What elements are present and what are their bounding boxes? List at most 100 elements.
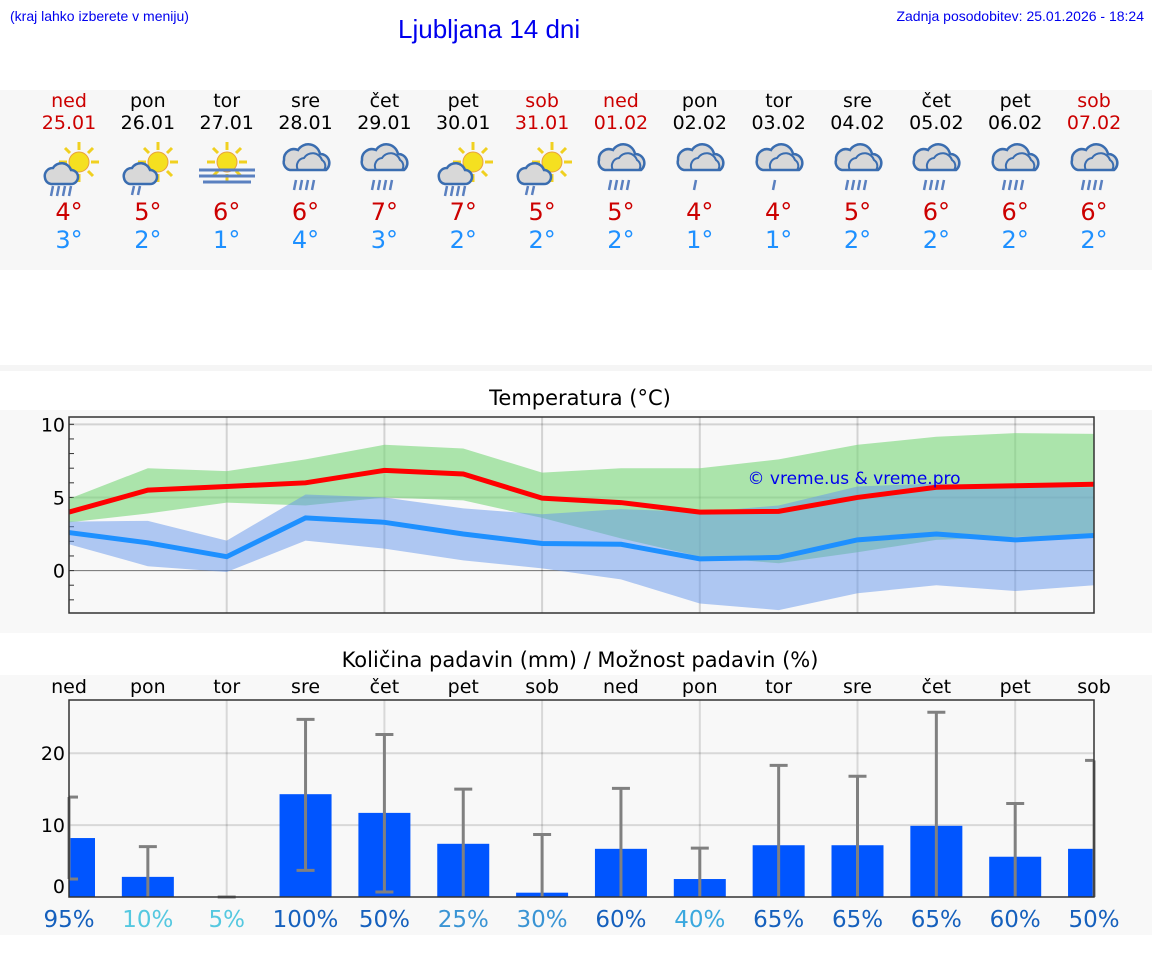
daily-forecast-strip: ned 25.01 4° 3° pon 26.01 5° 2° tor 27.01 … [0, 90, 1152, 270]
precipitation-probability: 50% [1068, 907, 1119, 933]
day-label: ned [603, 676, 639, 698]
day-name: čet [921, 90, 952, 112]
y-tick-label: 10 [41, 414, 65, 436]
max-temperature: 6° [1001, 198, 1029, 226]
y-tick-label: 20 [41, 743, 65, 765]
max-temperature: 4° [55, 198, 83, 226]
cloud-rain-icon [597, 143, 646, 192]
cloud-rain-icon [360, 143, 409, 192]
day-label: pet [448, 676, 479, 698]
day-label: tor [765, 676, 792, 698]
min-temperature: 3° [370, 226, 399, 254]
sun-cloud-rain-icon [437, 140, 494, 198]
sun-cloud-rain-icon [43, 140, 99, 198]
max-temperature-line [68, 467, 1095, 515]
day-date: 05.02 [909, 112, 964, 134]
day-label: sob [1077, 676, 1111, 698]
day-date: 28.01 [278, 112, 333, 134]
precipitation-chart-title: Količina padavin (mm) / Možnost padavin … [341, 648, 819, 672]
max-temperature: 5° [843, 198, 872, 226]
precipitation-probability: 65% [911, 907, 962, 933]
day-name: ned [51, 90, 87, 112]
day-forecast: ned 25.01 4° 3° [29, 90, 109, 254]
precipitation-chart: 0 10 20 ned 95% pon 10% tor 5% sre 100% čet 50% pet 25… [41, 676, 1120, 933]
min-temperature-line [68, 515, 1095, 562]
precipitation-probability: 100% [273, 907, 339, 933]
day-label: sre [291, 676, 320, 698]
min-temperature: 2° [1001, 226, 1029, 254]
day-date: 26.01 [120, 112, 176, 134]
day-forecast: pet 06.02 6° 2° [975, 90, 1055, 254]
cloud-light-rain-icon [755, 143, 804, 191]
day-forecast: pet 30.01 7° 2° [423, 90, 503, 254]
y-tick-label: 5 [53, 487, 65, 509]
min-temperature: 2° [922, 226, 950, 254]
day-forecast: tor 03.02 4° 1° [739, 90, 819, 254]
day-forecast: pon 02.02 4° 1° [660, 90, 740, 254]
day-label: ned [51, 676, 87, 698]
precipitation-chart-panel: 0 10 20 ned 95% pon 10% tor 5% sre 100% čet 50% pet 25… [0, 675, 1152, 935]
precipitation-probability: 40% [674, 907, 725, 933]
sun-cloud-light-rain-icon [516, 140, 573, 197]
day-date: 01.02 [593, 112, 649, 134]
day-date: 06.02 [987, 112, 1043, 134]
sun-fog-icon [198, 140, 255, 184]
max-temperature: 6° [213, 198, 241, 226]
precipitation-probability: 65% [753, 907, 804, 933]
day-date: 31.01 [514, 112, 570, 134]
day-name: pon [129, 90, 166, 112]
day-forecast: tor 27.01 6° 1° [187, 90, 267, 254]
min-temperature-band [69, 483, 1095, 611]
day-date: 25.01 [41, 112, 97, 134]
min-temperature: 4° [291, 226, 320, 254]
min-temperature: 2° [134, 226, 162, 254]
day-forecast: pon 26.01 5° 2° [108, 90, 188, 254]
day-label: sob [525, 676, 559, 698]
watermark: © vreme.us & vreme.pro [747, 469, 960, 489]
precipitation-probability: 65% [832, 907, 883, 933]
min-temperature: 2° [528, 226, 556, 254]
max-temperature: 6° [1080, 198, 1108, 226]
day-name: tor [765, 90, 793, 112]
max-temperature: 4° [765, 198, 793, 226]
precipitation-probability: 25% [438, 907, 489, 933]
max-temperature: 7° [449, 198, 477, 226]
min-temperature: 1° [213, 226, 241, 254]
min-temperature: 2° [843, 226, 872, 254]
max-temperature: 5° [134, 198, 162, 226]
y-tick-label: 10 [41, 815, 65, 837]
day-label: sre [843, 676, 872, 698]
divider [0, 365, 1152, 371]
day-name: sre [843, 90, 872, 112]
day-label: pon [130, 676, 166, 698]
temperature-chart-title: Temperatura (°C) [489, 386, 671, 410]
day-forecast: ned 01.02 5° 2° [581, 90, 661, 254]
max-temperature: 6° [922, 198, 950, 226]
precipitation-probability: 10% [122, 907, 173, 933]
day-name: ned [603, 90, 639, 112]
day-label: čet [922, 676, 952, 698]
last-updated: Zadnja posodobitev: 25.01.2026 - 18:24 [896, 8, 1144, 24]
day-name: pet [447, 90, 479, 112]
day-forecast: sre 04.02 5° 2° [818, 90, 898, 254]
precipitation-probability: 50% [359, 907, 410, 933]
max-temperature: 6° [291, 198, 320, 226]
precipitation-bar [69, 838, 95, 897]
cloud-rain-icon [1070, 143, 1119, 192]
min-temperature: 1° [686, 226, 714, 254]
day-name: pon [681, 90, 718, 112]
precipitation-bar [1068, 848, 1094, 897]
min-temperature: 2° [607, 226, 635, 254]
cloud-light-rain-icon [676, 143, 725, 191]
day-name: sob [525, 90, 559, 112]
min-temperature: 3° [55, 226, 83, 254]
precipitation-probability: 60% [595, 907, 646, 933]
sun-cloud-light-rain-icon [122, 140, 178, 197]
day-label: pet [1000, 676, 1031, 698]
day-name: sob [1077, 90, 1111, 112]
y-tick-label: 0 [53, 876, 65, 898]
plot-frame [68, 699, 1095, 898]
day-name: pet [999, 90, 1031, 112]
min-temperature: 2° [1080, 226, 1108, 254]
cloud-rain-icon [991, 143, 1040, 192]
